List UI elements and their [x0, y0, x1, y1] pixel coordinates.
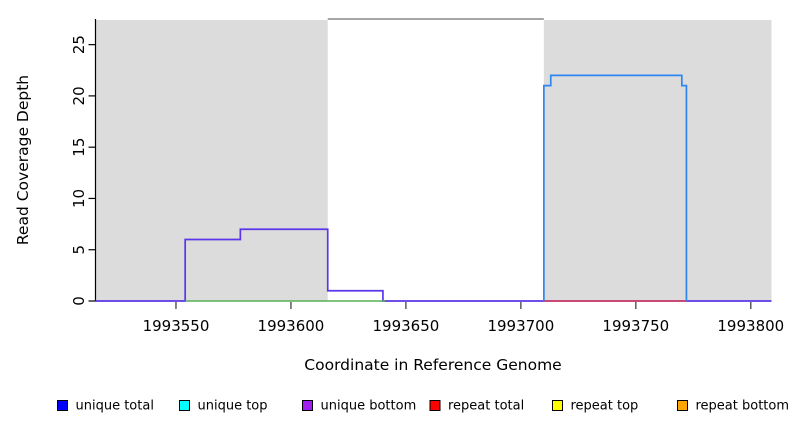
legend-label: repeat total [448, 399, 524, 414]
legend-item: unique top [179, 399, 268, 414]
legend-label: repeat bottom [696, 399, 790, 414]
y-tick-label: 5 [70, 245, 88, 255]
y-tick-label: 20 [70, 86, 88, 105]
y-tick-label: 15 [70, 138, 88, 157]
legend-item: unique total [57, 399, 154, 414]
axes-layer [88, 19, 752, 309]
legend-item: repeat total [429, 399, 524, 414]
legend-swatch [677, 400, 688, 411]
series-unique-bottom [95, 228, 772, 302]
legend-swatch [552, 400, 563, 411]
x-tick-label: 1993800 [717, 317, 784, 335]
legend-swatch [57, 400, 68, 411]
repeat-region-left [95, 20, 328, 301]
legend-label: unique top [198, 399, 268, 414]
x-tick-label: 1993750 [602, 317, 669, 335]
legend-swatch [429, 400, 441, 411]
x-tick-labels: 1993550 1993600 1993650 1993700 1993750 19938… [143, 317, 785, 335]
y-tick-label: 0 [70, 296, 88, 306]
legend-label: repeat top [571, 399, 639, 414]
y-tick-label: 10 [70, 189, 88, 208]
legend-item: repeat top [552, 399, 639, 414]
shaded-regions-layer [95, 20, 772, 301]
legend: unique total unique top unique bottom repea… [57, 399, 790, 414]
x-tick-label: 1993700 [487, 317, 554, 335]
series-layer [95, 74, 772, 302]
legend-swatch [179, 400, 190, 411]
x-axis-title: Coordinate in Reference Genome [304, 356, 561, 374]
series-unique-top [543, 74, 688, 301]
legend-item: repeat bottom [677, 399, 790, 414]
y-tick-label: 25 [70, 35, 88, 54]
legend-label: unique total [76, 399, 154, 414]
legend-label: unique bottom [321, 399, 417, 414]
y-axis-title: Read Coverage Depth [14, 75, 32, 245]
legend-swatch [302, 400, 313, 411]
y-tick-labels: 0 5 10 15 20 25 [70, 35, 88, 306]
x-tick-label: 1993600 [258, 317, 325, 335]
repeat-region-right [543, 20, 772, 301]
x-tick-label: 1993650 [373, 317, 440, 335]
legend-item: unique bottom [302, 399, 417, 414]
x-tick-label: 1993550 [143, 317, 210, 335]
